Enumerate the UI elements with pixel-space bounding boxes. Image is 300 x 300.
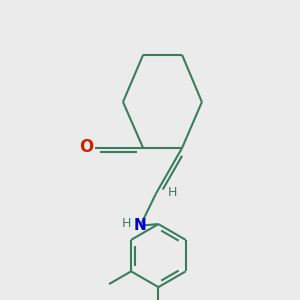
Text: H: H [168,186,177,200]
Text: N: N [134,218,147,233]
Text: H: H [121,217,131,230]
Text: O: O [79,138,93,156]
